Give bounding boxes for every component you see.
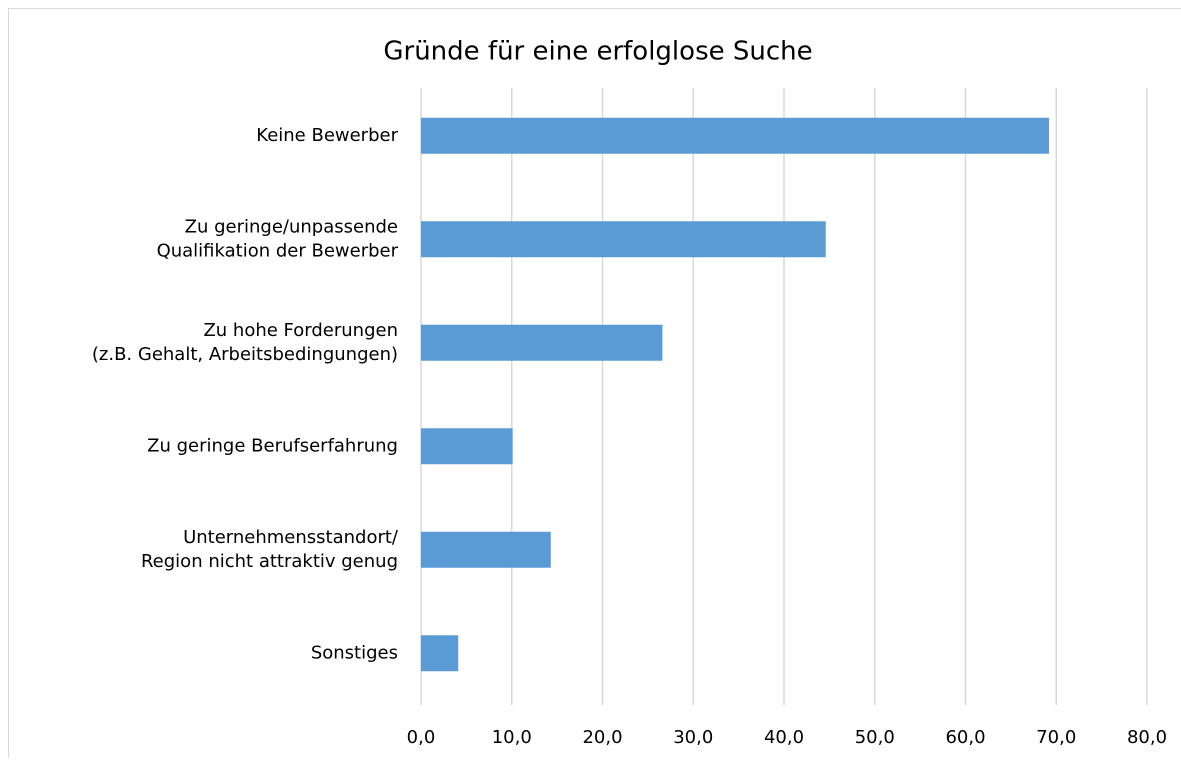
- x-tick-label: 20,0: [582, 727, 622, 748]
- bar: [421, 635, 458, 671]
- chart-title: Gründe für eine erfolglose Suche: [383, 37, 812, 67]
- x-tick-label: 0,0: [407, 727, 436, 748]
- y-tick-label: Zu geringe Berufserfahrung: [147, 435, 398, 456]
- x-tick-label: 30,0: [673, 727, 713, 748]
- bar: [421, 428, 513, 464]
- x-tick-label: 50,0: [855, 727, 895, 748]
- bar: [421, 325, 662, 361]
- x-tick-label: 40,0: [764, 727, 804, 748]
- y-tick-label: Keine Bewerber: [256, 125, 398, 146]
- x-tick-label: 80,0: [1127, 727, 1167, 748]
- x-tick-label: 10,0: [492, 727, 532, 748]
- x-tick-label: 60,0: [945, 727, 985, 748]
- bar: [421, 118, 1049, 154]
- bar: [421, 532, 551, 568]
- y-tick-label: Sonstiges: [311, 642, 398, 663]
- bar: [421, 221, 826, 257]
- x-tick-label: 70,0: [1036, 727, 1076, 748]
